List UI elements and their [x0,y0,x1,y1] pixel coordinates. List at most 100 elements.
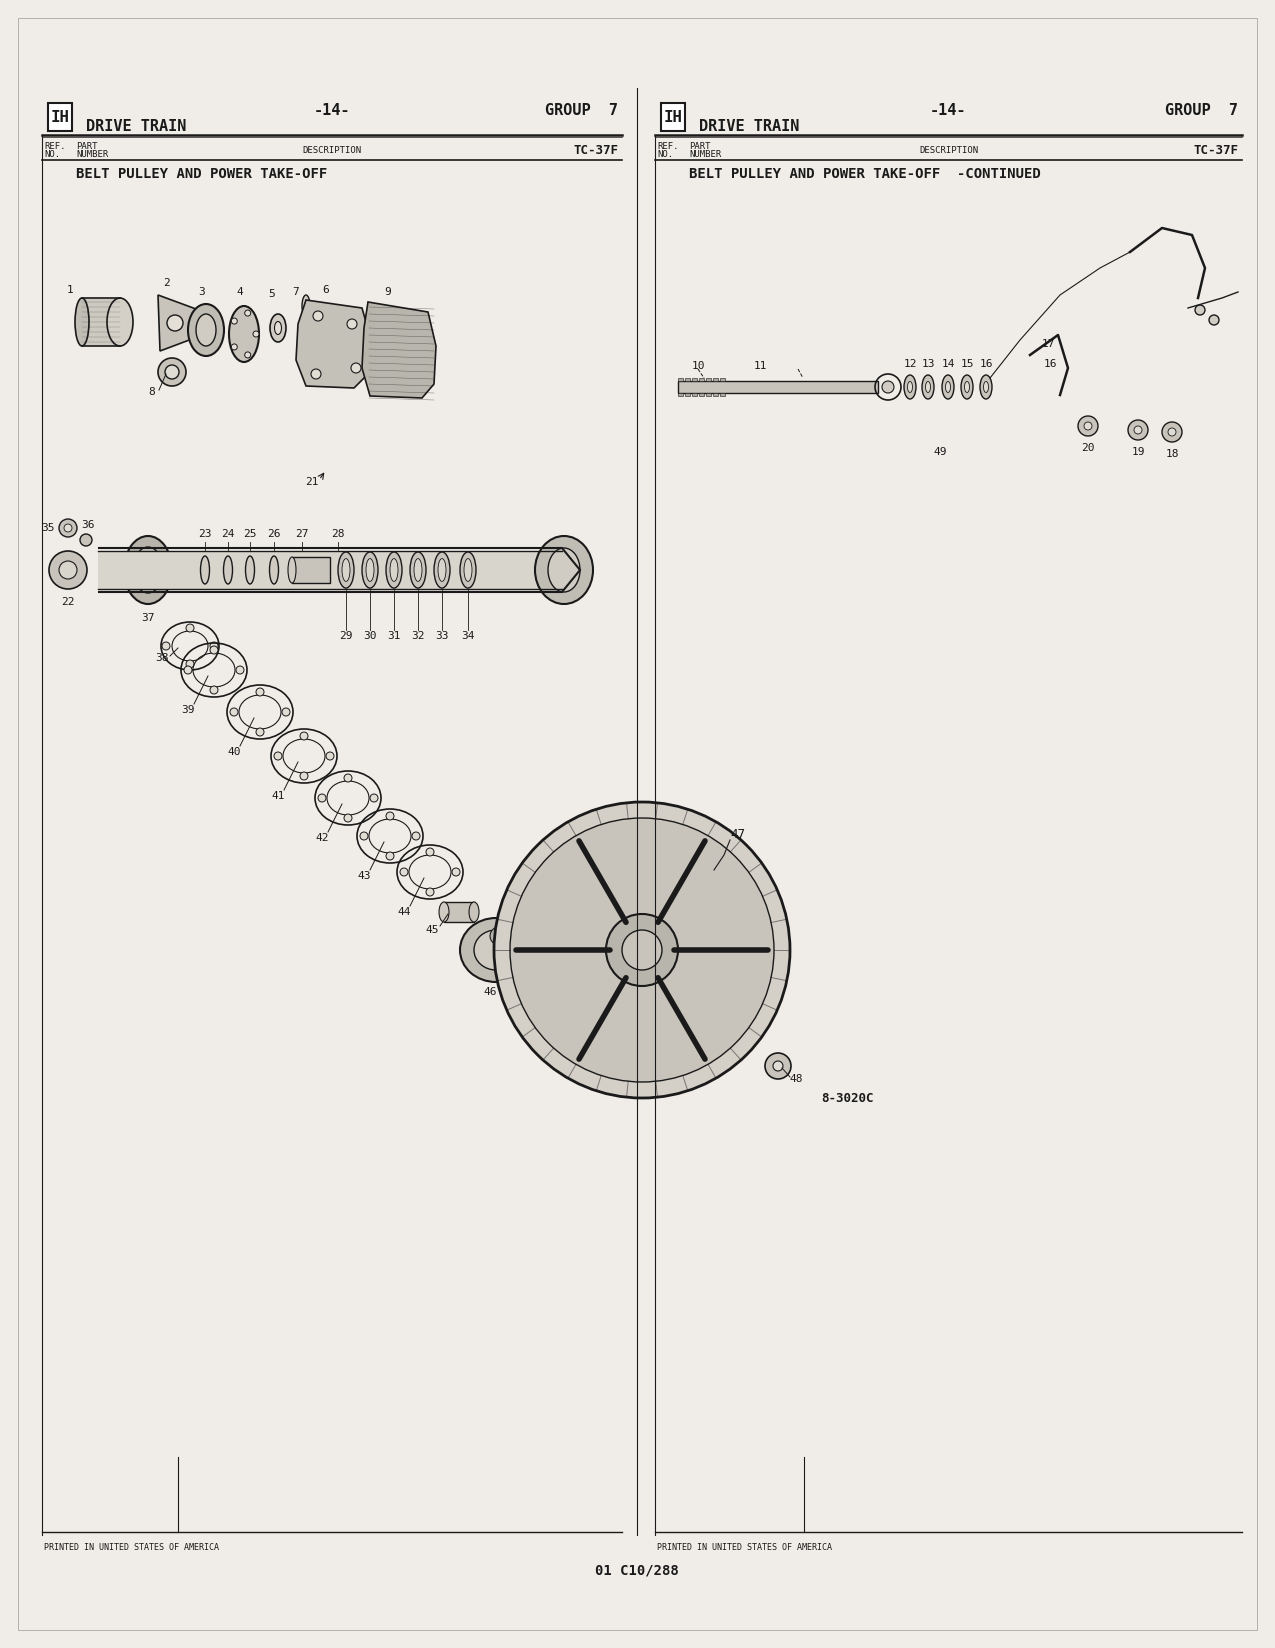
Text: 44: 44 [398,906,411,916]
Text: IH: IH [51,109,70,125]
Circle shape [1195,305,1205,315]
Ellipse shape [980,376,992,399]
Circle shape [453,868,460,877]
Circle shape [186,625,194,631]
Circle shape [622,929,662,971]
Text: 01 C10/288: 01 C10/288 [595,1562,678,1577]
Circle shape [256,687,264,695]
Text: BELT PULLEY AND POWER TAKE-OFF  -CONTINUED: BELT PULLEY AND POWER TAKE-OFF -CONTINUE… [688,166,1040,181]
Ellipse shape [460,552,476,588]
Circle shape [245,310,251,316]
Ellipse shape [460,918,532,982]
Circle shape [882,381,894,392]
Text: 14: 14 [941,359,955,369]
Ellipse shape [187,303,224,356]
Text: 34: 34 [462,631,474,641]
Text: -14-: -14- [931,102,966,117]
Ellipse shape [942,376,954,399]
Text: 8-3020C: 8-3020C [821,1091,873,1104]
Ellipse shape [439,901,449,921]
Ellipse shape [414,559,422,582]
Circle shape [344,775,352,783]
Text: REF.: REF. [45,142,65,150]
Circle shape [80,534,92,545]
Text: 1: 1 [66,285,74,295]
Circle shape [245,353,251,358]
Ellipse shape [200,555,209,583]
Text: 40: 40 [227,747,241,756]
Text: GROUP  7: GROUP 7 [544,102,618,117]
Circle shape [252,331,259,336]
Ellipse shape [288,557,296,583]
Ellipse shape [908,381,913,392]
Bar [98,550,562,588]
Circle shape [312,311,323,321]
Bar [82,298,120,346]
Circle shape [59,560,76,578]
Bar [692,377,697,381]
Ellipse shape [411,552,426,588]
Ellipse shape [196,315,215,346]
Text: 31: 31 [388,631,400,641]
Circle shape [210,646,218,654]
Ellipse shape [246,555,255,583]
Text: 23: 23 [198,529,212,539]
Ellipse shape [342,559,351,582]
Bar [713,377,718,381]
Circle shape [1077,415,1098,437]
Text: PART: PART [688,142,710,150]
Text: DESCRIPTION: DESCRIPTION [302,145,362,155]
Bar [678,392,683,396]
Text: 42: 42 [315,832,329,844]
Circle shape [236,666,244,674]
Circle shape [347,320,357,330]
Text: 7: 7 [293,287,300,297]
Circle shape [167,315,184,331]
Text: PART: PART [76,142,97,150]
Text: NUMBER: NUMBER [76,150,108,158]
Text: 18: 18 [1165,448,1179,460]
Text: 15: 15 [960,359,974,369]
Text: 45: 45 [426,925,439,934]
Text: DRIVE TRAIN: DRIVE TRAIN [85,119,186,133]
Text: 3: 3 [199,287,205,297]
Text: 47: 47 [731,827,746,840]
Text: 30: 30 [363,631,376,641]
Text: -14-: -14- [314,102,351,117]
Text: 17: 17 [1042,339,1054,349]
Text: 35: 35 [41,522,55,532]
Circle shape [386,852,394,860]
Text: BELT PULLEY AND POWER TAKE-OFF: BELT PULLEY AND POWER TAKE-OFF [76,166,328,181]
Bar [706,392,711,396]
Text: TC-37F: TC-37F [572,143,618,157]
Circle shape [426,849,434,855]
Circle shape [1168,428,1176,437]
Circle shape [186,659,194,667]
Bar [720,392,725,396]
Text: 33: 33 [435,631,449,641]
Ellipse shape [964,381,969,392]
Ellipse shape [107,298,133,346]
Text: TC-37F: TC-37F [1193,143,1238,157]
Circle shape [326,751,334,760]
Text: 13: 13 [922,359,935,369]
Ellipse shape [274,321,282,335]
Ellipse shape [464,559,472,582]
Circle shape [48,550,87,588]
Text: 24: 24 [222,529,235,539]
Bar [292,557,330,583]
Text: 10: 10 [691,361,705,371]
Circle shape [1162,422,1182,442]
Circle shape [231,318,237,325]
Circle shape [317,794,326,803]
Circle shape [210,643,218,649]
Circle shape [386,812,394,821]
Ellipse shape [904,376,915,399]
Circle shape [162,643,170,649]
Ellipse shape [386,552,402,588]
Text: DESCRIPTION: DESCRIPTION [919,145,978,155]
Text: REF.: REF. [657,142,678,150]
Circle shape [1209,315,1219,325]
Text: 19: 19 [1131,447,1145,456]
Bar [678,381,878,392]
